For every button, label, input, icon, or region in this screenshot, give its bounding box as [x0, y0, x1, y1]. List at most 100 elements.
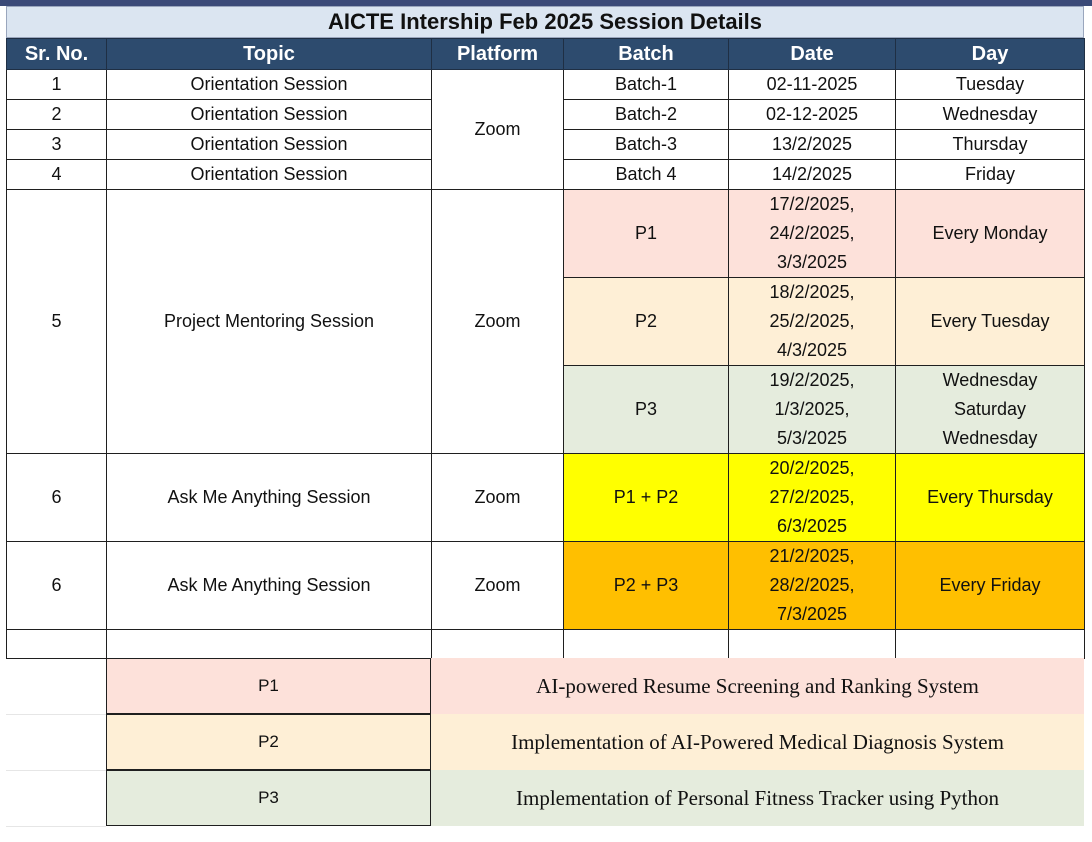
platform-cell: Zoom [431, 541, 564, 630]
date-line: 1/3/2025, [774, 399, 850, 419]
day-cell: Tuesday [895, 69, 1085, 100]
date-line: 6/3/2025 [776, 516, 848, 536]
date-line: 28/2/2025, [769, 575, 855, 595]
empty-cell [106, 629, 432, 659]
schedule-table: Sr. No. Topic Platform Batch Date Day 1 … [6, 38, 1085, 659]
sheet-title: AICTE Intership Feb 2025 Session Details [6, 6, 1084, 38]
topic-cell: Orientation Session [106, 69, 432, 100]
legend-row: P3 Implementation of Personal Fitness Tr… [6, 770, 1084, 827]
table-row: 3 Orientation Session Batch-3 13/2/2025 … [6, 129, 1085, 160]
day-cell: Wednesday Saturday Wednesday [895, 365, 1085, 454]
legend-value: AI-powered Resume Screening and Ranking … [431, 658, 1084, 714]
date-line: 7/3/2025 [776, 604, 848, 624]
legend-gap [6, 658, 106, 715]
day-cell: Every Friday [895, 541, 1085, 630]
batch-cell: P3 [563, 365, 729, 454]
legend-key: P3 [106, 770, 431, 826]
date-line: 25/2/2025, [769, 311, 855, 331]
batch-cell: P2 [563, 277, 729, 366]
sr-no-cell: 6 [6, 453, 107, 542]
sr-no-cell: 1 [6, 69, 107, 100]
empty-cell [728, 629, 896, 659]
date-cell: 18/2/2025, 25/2/2025, 4/3/2025 [728, 277, 896, 366]
date-cell: 14/2/2025 [728, 159, 896, 190]
date-line: 18/2/2025, [769, 282, 855, 302]
topic-cell: Ask Me Anything Session [106, 453, 432, 542]
header-batch: Batch [563, 38, 729, 70]
table-row: 4 Orientation Session Batch 4 14/2/2025 … [6, 159, 1085, 190]
date-cell: 21/2/2025, 28/2/2025, 7/3/2025 [728, 541, 896, 630]
sr-no-cell: 5 [6, 189, 107, 454]
day-cell: Every Tuesday [895, 277, 1085, 366]
legend-row: P2 Implementation of AI-Powered Medical … [6, 714, 1084, 771]
sr-no-cell: 6 [6, 541, 107, 630]
date-cell: 02-12-2025 [728, 99, 896, 130]
legend-gap [6, 770, 106, 827]
batch-cell: P2 + P3 [563, 541, 729, 630]
day-cell: Every Monday [895, 189, 1085, 278]
table-row: P3 19/2/2025, 1/3/2025, 5/3/2025 Wednesd… [7, 365, 1085, 454]
date-line: 21/2/2025, [769, 546, 855, 566]
date-cell: 02-11-2025 [728, 69, 896, 100]
topic-cell: Project Mentoring Session [106, 189, 432, 454]
empty-cell [563, 629, 729, 659]
table-row: 2 Orientation Session Batch-2 02-12-2025… [6, 99, 1085, 130]
batch-cell: Batch-1 [563, 69, 729, 100]
topic-cell: Orientation Session [106, 129, 432, 160]
project-legend: P1 AI-powered Resume Screening and Ranki… [6, 658, 1084, 827]
day-cell: Wednesday [895, 99, 1085, 130]
legend-gap [6, 714, 106, 771]
sr-no-cell: 3 [6, 129, 107, 160]
day-line: Wednesday [942, 428, 1038, 448]
date-cell: 20/2/2025, 27/2/2025, 6/3/2025 [728, 453, 896, 542]
platform-cell: Zoom [431, 453, 564, 542]
legend-key: P2 [106, 714, 431, 770]
legend-value: Implementation of AI-Powered Medical Dia… [431, 714, 1084, 770]
table-row: 5 Project Mentoring Session Zoom P1 17/2… [6, 189, 1085, 454]
top-accent-strip [0, 0, 1092, 6]
batch-cell: Batch-2 [563, 99, 729, 130]
header-date: Date [728, 38, 896, 70]
topic-cell: Orientation Session [106, 99, 432, 130]
empty-cell [431, 629, 564, 659]
date-cell: 17/2/2025, 24/2/2025, 3/3/2025 [728, 189, 896, 278]
empty-cell [6, 629, 107, 659]
topic-cell: Ask Me Anything Session [106, 541, 432, 630]
batch-cell: Batch-3 [563, 129, 729, 160]
header-topic: Topic [106, 38, 432, 70]
date-line: 4/3/2025 [776, 340, 848, 360]
date-line: 3/3/2025 [776, 252, 848, 272]
day-cell: Thursday [895, 129, 1085, 160]
date-line: 20/2/2025, [769, 458, 855, 478]
empty-row [6, 629, 1085, 659]
date-line: 17/2/2025, [769, 194, 855, 214]
schedule-sheet: AICTE Intership Feb 2025 Session Details… [6, 6, 1085, 659]
header-day: Day [895, 38, 1085, 70]
legend-row: P1 AI-powered Resume Screening and Ranki… [6, 658, 1084, 715]
sr-no-cell: 2 [6, 99, 107, 130]
topic-cell: Orientation Session [106, 159, 432, 190]
legend-value: Implementation of Personal Fitness Track… [431, 770, 1084, 826]
batch-cell: P1 + P2 [563, 453, 729, 542]
platform-cell: Zoom [431, 69, 564, 190]
batch-cell: Batch 4 [563, 159, 729, 190]
header-row: Sr. No. Topic Platform Batch Date Day [6, 38, 1085, 70]
date-cell: 13/2/2025 [728, 129, 896, 160]
date-cell: 19/2/2025, 1/3/2025, 5/3/2025 [728, 365, 896, 454]
day-cell: Friday [895, 159, 1085, 190]
day-line: Saturday [953, 399, 1027, 419]
empty-cell [895, 629, 1085, 659]
platform-cell: Zoom [431, 189, 564, 454]
header-sr-no: Sr. No. [6, 38, 107, 70]
legend-key: P1 [106, 658, 431, 714]
day-cell: Every Thursday [895, 453, 1085, 542]
date-line: 19/2/2025, [769, 370, 855, 390]
date-line: 5/3/2025 [776, 428, 848, 448]
table-row: 1 Orientation Session Zoom Batch-1 02-11… [6, 69, 1085, 190]
table-row: P2 18/2/2025, 25/2/2025, 4/3/2025 Every … [7, 277, 1085, 366]
header-platform: Platform [431, 38, 564, 70]
table-row: 6 Ask Me Anything Session Zoom P2 + P3 2… [6, 541, 1085, 630]
date-line: 27/2/2025, [769, 487, 855, 507]
sr-no-cell: 4 [6, 159, 107, 190]
date-line: 24/2/2025, [769, 223, 855, 243]
